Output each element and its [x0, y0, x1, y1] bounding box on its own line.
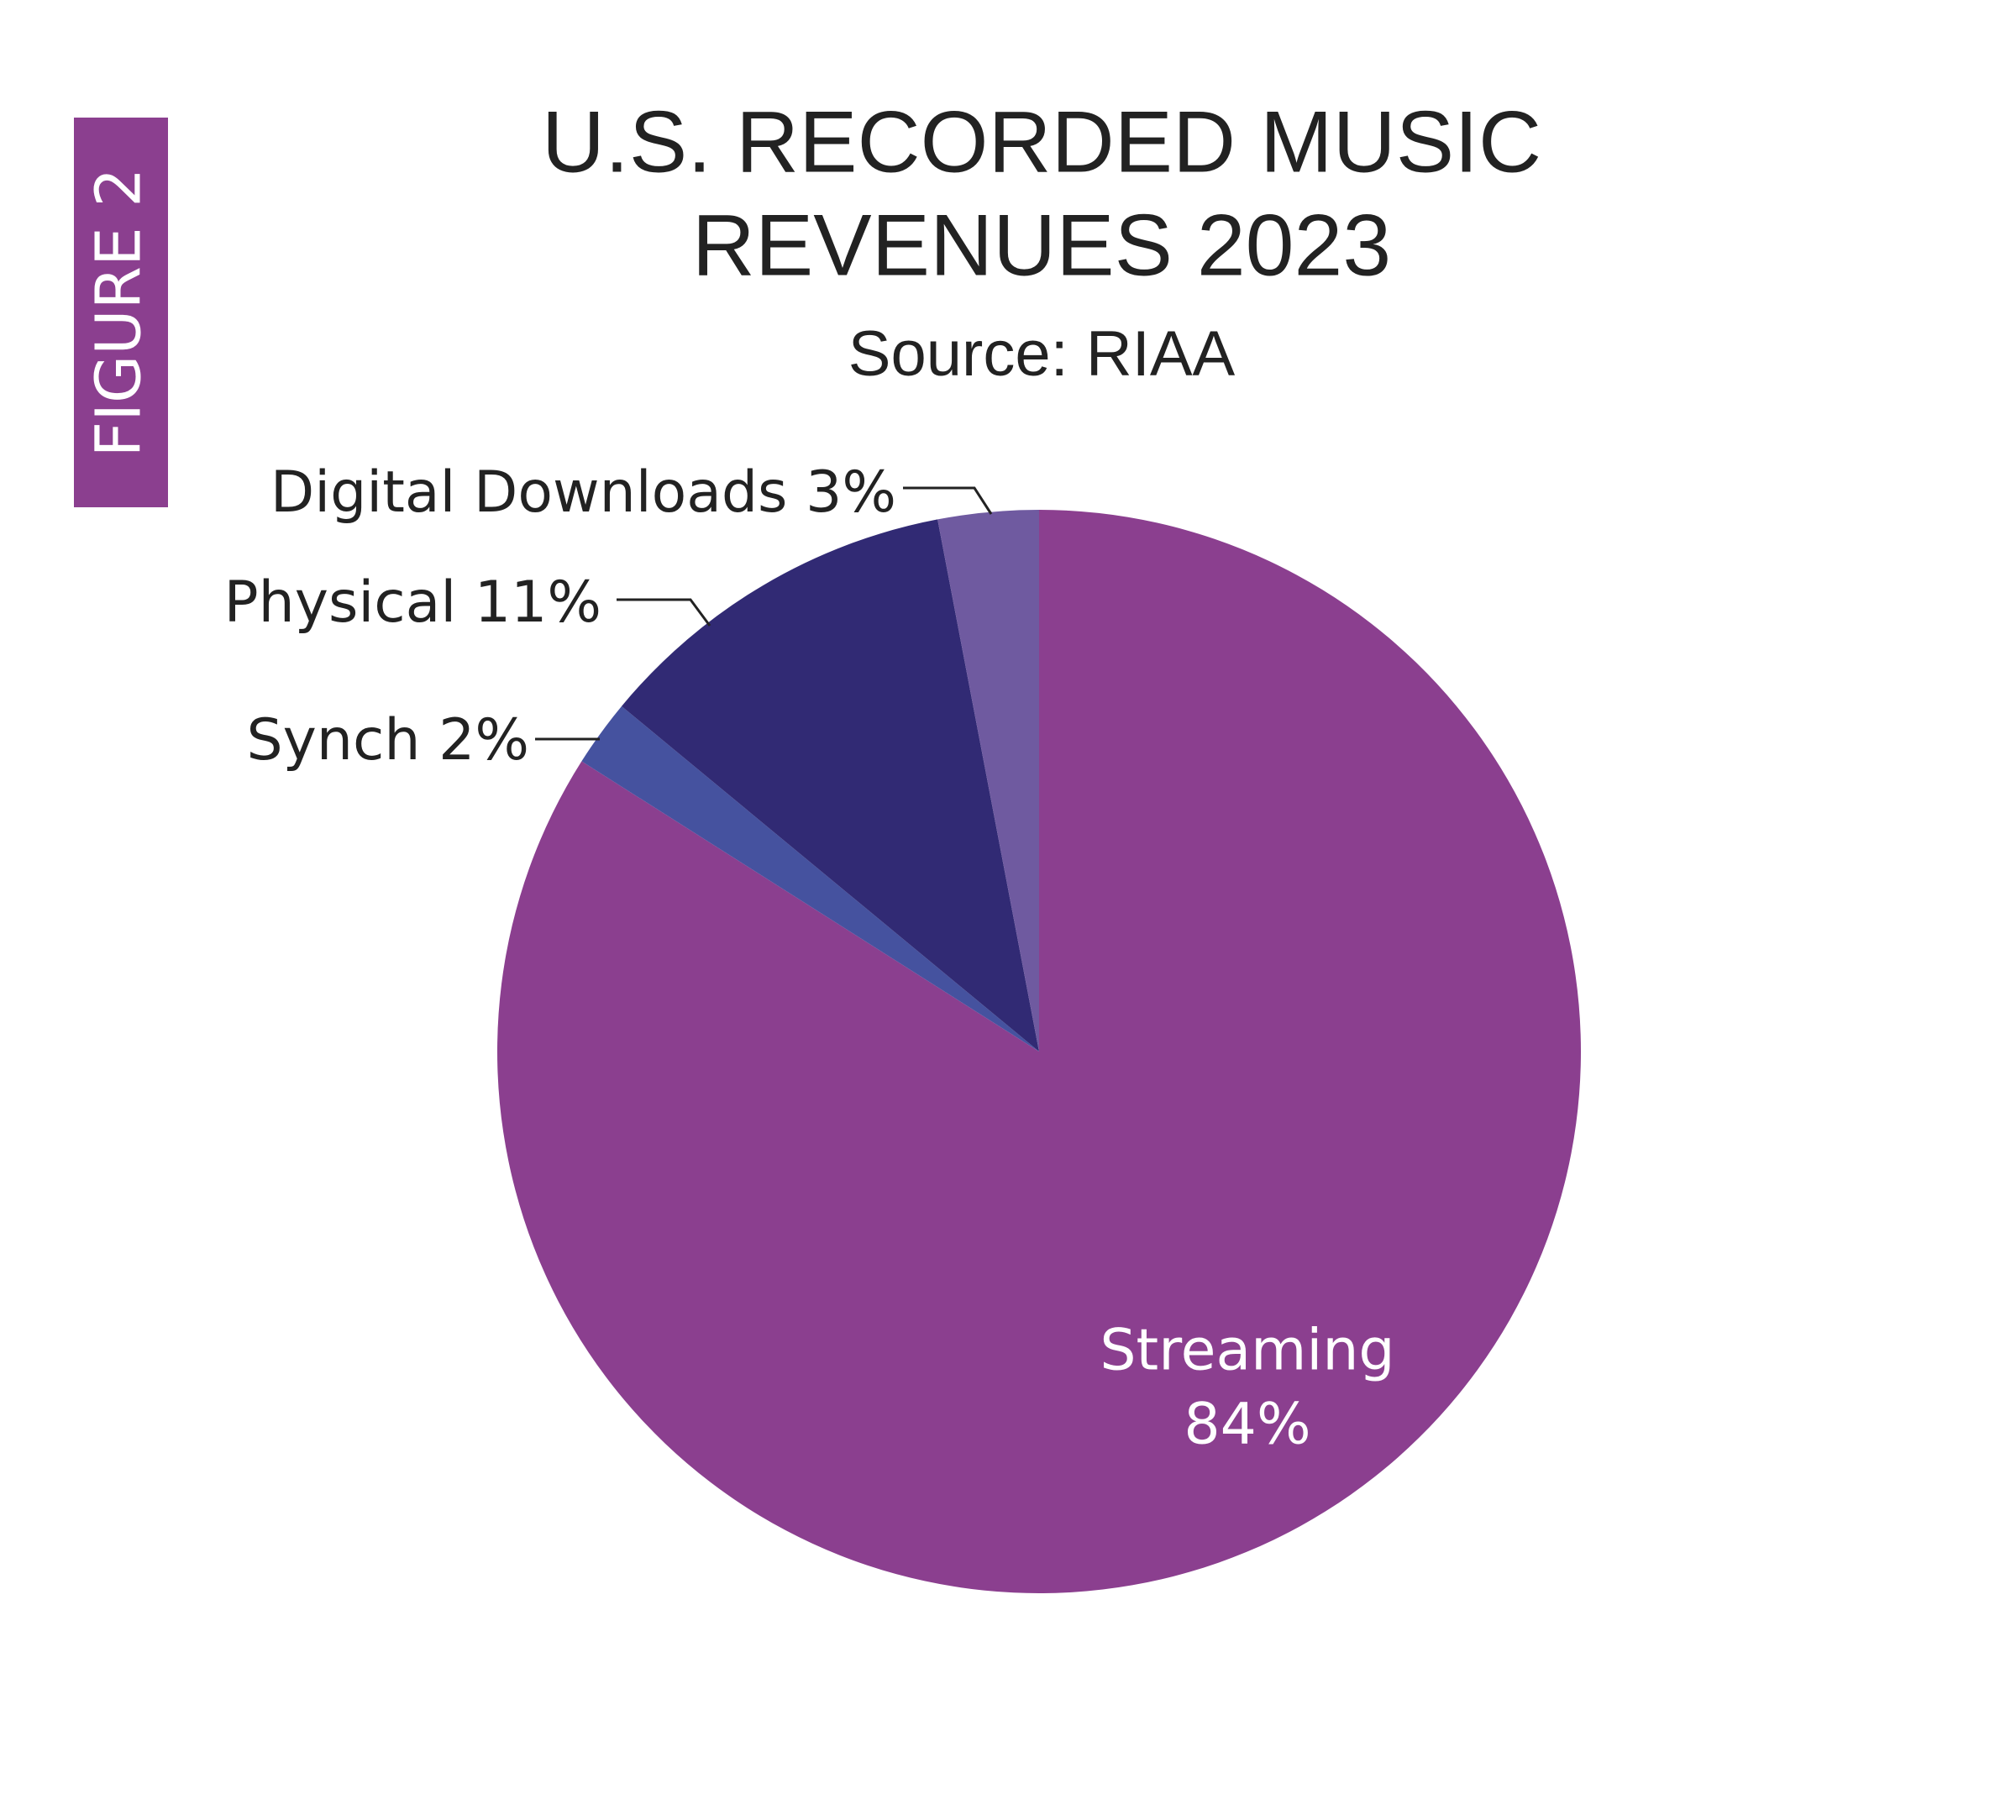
pie-slice	[937, 510, 1039, 1052]
slice-value: 3%	[806, 459, 896, 526]
chart-title: U.S. RECORDED MUSIC	[542, 93, 1541, 191]
chart-title: REVENUES 2023	[692, 197, 1391, 294]
pie-slice	[622, 519, 1039, 1052]
labels: Streaming 84% Digital Downloads 3% Physical…	[224, 459, 1395, 1458]
chart-subtitle: Source: RIAA	[848, 318, 1236, 390]
slice-label: Physical	[224, 569, 457, 636]
slice-label: Synch	[246, 707, 420, 774]
leader-line	[617, 598, 711, 627]
slice-value: 84%	[1184, 1392, 1310, 1458]
slice-label-group: Synch 2%	[246, 707, 529, 774]
figure-label: FIGURE 2	[83, 168, 155, 458]
pie-slice	[497, 510, 1582, 1593]
slice-label-group: Physical 11%	[224, 569, 601, 636]
slice-value: 11%	[475, 569, 601, 636]
slice-label: Digital Downloads	[270, 459, 788, 526]
leader-line	[903, 486, 993, 515]
figure-badge	[74, 118, 168, 507]
pie	[497, 510, 1582, 1593]
slice-value: 2%	[438, 707, 529, 774]
slice-label: Streaming	[1100, 1318, 1394, 1384]
slice-label-group: Digital Downloads 3%	[270, 459, 896, 526]
pie-slice	[581, 705, 1039, 1052]
